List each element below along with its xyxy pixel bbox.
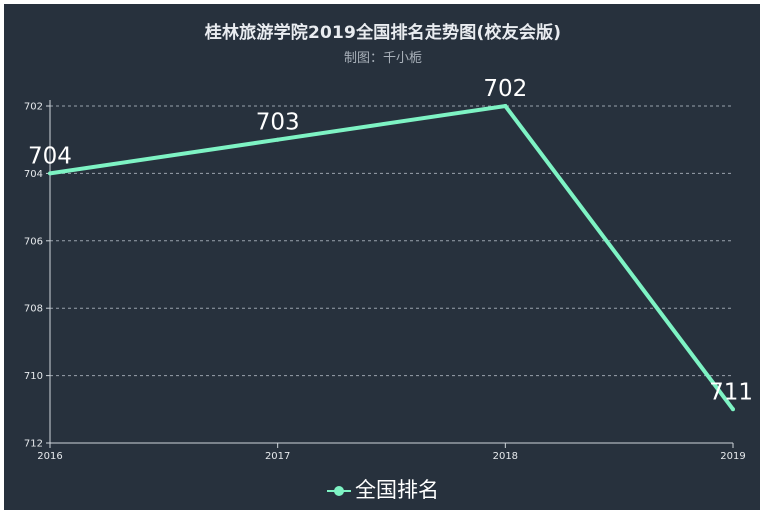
data-point [48, 171, 52, 176]
data-label: 702 [483, 76, 527, 102]
data-label: 703 [256, 110, 300, 136]
legend-label: 全国排名 [355, 478, 439, 502]
y-tick-label: 702 [24, 102, 43, 113]
y-tick-label: 708 [24, 304, 43, 315]
data-point [731, 407, 735, 412]
chart-frame [4, 4, 760, 510]
x-tick-label: 2017 [265, 451, 290, 462]
chart-title: 桂林旅游学院2019全国排名走势图(校友会版) [204, 23, 562, 43]
legend[interactable]: 全国排名 [0, 476, 766, 504]
legend-line-marker-icon [327, 484, 351, 498]
x-tick-label: 2018 [493, 451, 518, 462]
data-label: 711 [709, 379, 753, 405]
chart-subtitle: 制图：千小栀 [343, 51, 422, 66]
y-tick-label: 706 [24, 236, 43, 247]
y-tick-label: 710 [24, 371, 43, 382]
data-point [275, 137, 280, 142]
x-tick-label: 2019 [720, 451, 745, 462]
x-tick-label: 2016 [37, 451, 62, 462]
series-line [49, 103, 735, 411]
y-tick-label: 712 [24, 439, 43, 450]
y-tick-label: 704 [24, 169, 43, 180]
data-point [503, 104, 508, 108]
data-label: 704 [28, 143, 72, 169]
